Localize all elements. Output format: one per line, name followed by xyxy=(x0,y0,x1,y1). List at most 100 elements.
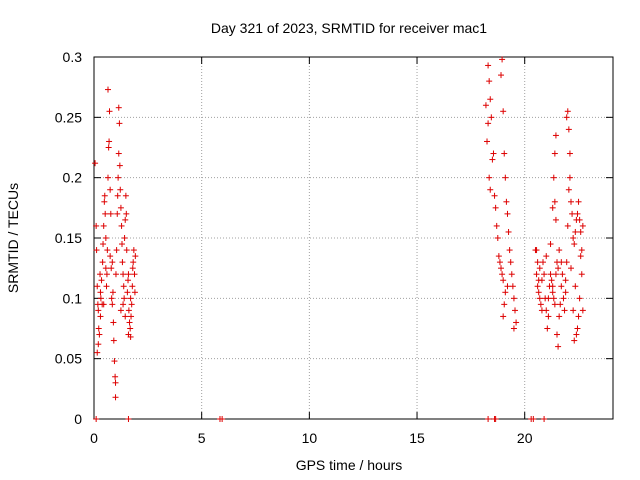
data-point xyxy=(558,259,565,266)
data-point xyxy=(577,253,584,260)
data-point xyxy=(122,216,129,223)
data-point xyxy=(112,394,119,401)
data-point xyxy=(538,307,545,314)
data-point xyxy=(107,210,114,217)
data-point xyxy=(101,198,108,205)
grid xyxy=(94,57,613,419)
data-point xyxy=(512,307,519,314)
data-point xyxy=(491,192,498,199)
data-point xyxy=(489,156,496,163)
data-point xyxy=(509,283,516,290)
data-point xyxy=(125,307,132,314)
data-point xyxy=(566,174,573,181)
data-point xyxy=(579,307,586,314)
data-point xyxy=(578,247,585,254)
data-point xyxy=(486,78,493,85)
data-point xyxy=(550,295,557,302)
data-point xyxy=(536,265,543,272)
data-point xyxy=(119,259,126,266)
data-point xyxy=(219,416,226,422)
y-tick-label: 0.3 xyxy=(63,49,83,65)
axis-ticks xyxy=(93,56,613,420)
data-point xyxy=(508,271,515,278)
data-point xyxy=(106,108,113,115)
y-tick-labels: 0 0.05 0.1 0.15 0.2 0.25 0.3 xyxy=(55,49,82,427)
data-point xyxy=(575,198,582,205)
data-point xyxy=(572,228,579,235)
chart-title: Day 321 of 2023, SRMTID for receiver mac… xyxy=(211,20,487,36)
data-point xyxy=(485,120,492,127)
data-point xyxy=(102,210,109,217)
data-point xyxy=(115,150,122,157)
data-point xyxy=(571,241,578,248)
data-point xyxy=(124,289,131,296)
data-point xyxy=(125,271,132,278)
data-point xyxy=(117,186,124,193)
data-point xyxy=(564,222,571,229)
data-point xyxy=(565,126,572,133)
data-point xyxy=(492,204,499,211)
data-point xyxy=(498,72,505,79)
data-point xyxy=(93,247,100,254)
data-point xyxy=(572,283,579,290)
data-point xyxy=(530,416,537,422)
data-point xyxy=(130,259,137,266)
data-point xyxy=(93,222,100,229)
data-point xyxy=(109,301,116,308)
data-point xyxy=(545,313,552,320)
data-point xyxy=(95,307,102,314)
data-point xyxy=(97,289,104,296)
data-point xyxy=(562,289,569,296)
data-point xyxy=(93,416,100,422)
data-point xyxy=(568,265,575,272)
x-tick-label: 0 xyxy=(90,430,98,446)
data-point xyxy=(541,271,548,278)
data-point xyxy=(103,271,110,278)
data-point xyxy=(499,56,506,63)
data-point xyxy=(96,331,103,338)
data-point xyxy=(552,132,559,139)
data-point xyxy=(125,277,132,284)
data-point xyxy=(555,343,562,350)
data-point xyxy=(533,271,540,278)
data-point xyxy=(485,416,492,422)
data-point xyxy=(502,289,509,296)
data-point xyxy=(569,210,576,217)
data-point xyxy=(565,186,572,193)
data-point xyxy=(513,319,520,326)
data-point xyxy=(578,271,585,278)
data-point xyxy=(485,62,492,69)
data-point xyxy=(495,253,502,260)
data-point xyxy=(94,349,101,356)
x-axis-label: GPS time / hours xyxy=(296,457,403,473)
y-tick-label: 0.25 xyxy=(55,109,82,125)
data-point xyxy=(127,325,134,332)
data-point xyxy=(498,265,505,272)
data-point xyxy=(103,283,110,290)
data-point xyxy=(107,253,114,260)
data-point xyxy=(555,265,562,272)
data-point xyxy=(551,150,558,157)
data-point xyxy=(541,416,548,422)
data-point xyxy=(568,198,575,205)
data-point xyxy=(112,373,119,380)
data-point xyxy=(579,222,586,229)
data-point xyxy=(125,331,132,338)
data-point xyxy=(484,138,491,145)
x-tick-label: 10 xyxy=(302,430,318,446)
data-point xyxy=(533,247,540,254)
data-point xyxy=(573,331,580,338)
data-point xyxy=(123,247,130,254)
data-point xyxy=(504,210,511,217)
data-point xyxy=(108,295,115,302)
data-point xyxy=(111,358,118,365)
data-point xyxy=(109,259,116,266)
data-point xyxy=(108,265,115,272)
data-point xyxy=(118,222,125,229)
data-point xyxy=(561,307,568,314)
data-point xyxy=(129,265,136,272)
data-point xyxy=(574,210,581,217)
data-point xyxy=(486,174,493,181)
data-point xyxy=(121,295,128,302)
data-point xyxy=(123,210,130,217)
